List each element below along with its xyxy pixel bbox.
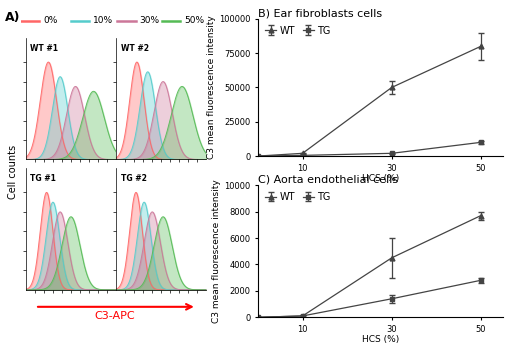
- Text: WT #2: WT #2: [121, 44, 149, 53]
- Text: 10%: 10%: [93, 16, 113, 25]
- Text: B) Ear fibroblasts cells: B) Ear fibroblasts cells: [258, 8, 382, 18]
- Text: C) Aorta endothelial cells: C) Aorta endothelial cells: [258, 175, 398, 185]
- Text: A): A): [5, 11, 21, 24]
- Legend: WT, TG: WT, TG: [263, 24, 333, 38]
- Text: TG #2: TG #2: [121, 174, 147, 183]
- Text: WT #1: WT #1: [30, 44, 58, 53]
- Y-axis label: C3 mean fluorescence intensity: C3 mean fluorescence intensity: [207, 15, 216, 159]
- Text: 50%: 50%: [184, 16, 204, 25]
- Text: 0%: 0%: [43, 16, 57, 25]
- Text: TG #1: TG #1: [30, 174, 56, 183]
- X-axis label: HCS (%): HCS (%): [362, 174, 399, 183]
- Text: Cell counts: Cell counts: [8, 144, 18, 199]
- Text: C3-APC: C3-APC: [94, 311, 135, 321]
- Text: 30%: 30%: [139, 16, 159, 25]
- X-axis label: HCS (%): HCS (%): [362, 335, 399, 343]
- Legend: WT, TG: WT, TG: [263, 190, 333, 204]
- Y-axis label: C3 mean fluorescence intensity: C3 mean fluorescence intensity: [212, 179, 221, 323]
